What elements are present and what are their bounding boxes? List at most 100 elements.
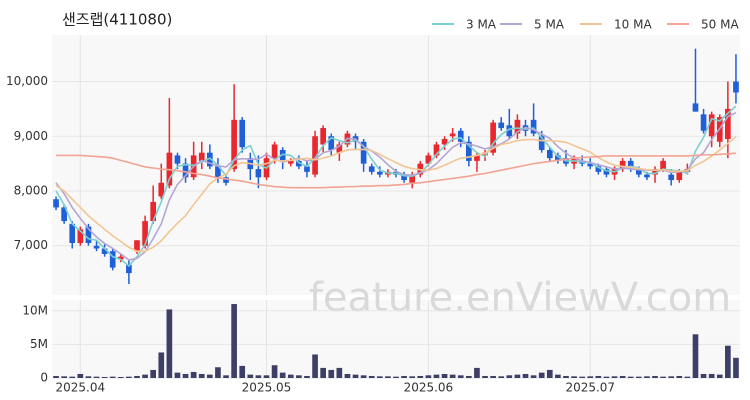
volume-bar: [692, 334, 699, 378]
candle-body: [490, 122, 496, 153]
candle-body: [93, 245, 100, 249]
candle-body: [449, 133, 456, 137]
volume-bar: [482, 375, 488, 378]
volume-bar: [530, 375, 537, 378]
chart-title: 샌즈랩(411080): [62, 11, 172, 29]
volume-bar: [708, 373, 715, 378]
candle-body: [215, 166, 221, 178]
volume-bar: [134, 375, 140, 378]
volume-bar: [271, 365, 278, 378]
volume-bar: [514, 374, 521, 378]
volume-bar: [603, 376, 610, 378]
candle-body: [555, 155, 561, 161]
candle-body: [174, 155, 181, 164]
volume-bar: [417, 375, 424, 378]
volume-bar: [716, 374, 723, 378]
candle-body: [733, 81, 739, 93]
volume-bar: [150, 369, 157, 378]
candle-body: [320, 128, 326, 145]
candle-body: [126, 264, 132, 274]
volume-bar: [401, 375, 407, 378]
volume-bar: [158, 352, 165, 378]
volume-bar: [231, 304, 237, 378]
volume-bar: [393, 376, 399, 378]
volume-bar: [506, 375, 513, 378]
volume-bar: [700, 373, 707, 378]
volume-bar: [77, 373, 84, 378]
volume-bar: [490, 375, 496, 378]
candle-body: [328, 136, 335, 150]
candle-body: [158, 182, 165, 197]
candle-body: [239, 119, 246, 148]
volume-bar: [328, 369, 335, 378]
candle-body: [474, 155, 480, 161]
volume-bar: [433, 374, 440, 378]
volume-bar: [239, 365, 246, 378]
candle-body: [409, 174, 416, 183]
volume-bar: [635, 376, 642, 378]
volume-bar: [182, 373, 189, 378]
volume-bar: [101, 376, 108, 378]
volume-bar: [579, 376, 585, 378]
candle-body: [69, 223, 76, 243]
volume-bar: [61, 376, 67, 378]
volume-bar: [279, 372, 286, 378]
volume-bar: [117, 376, 124, 378]
candle-body: [142, 221, 148, 246]
y-tick-label: 9,000: [14, 129, 48, 143]
volume-bar: [441, 373, 448, 378]
candle-body: [304, 166, 310, 172]
candle-body: [85, 226, 92, 243]
candle-body: [312, 136, 318, 175]
ma-line: [56, 152, 737, 189]
y-tick-label: 7,000: [14, 238, 48, 252]
volume-bar: [368, 375, 375, 378]
candle-body: [538, 136, 545, 150]
candle-body: [530, 119, 537, 134]
volume-bar: [555, 374, 561, 378]
volume-bar: [126, 376, 132, 378]
candle-body: [296, 160, 302, 167]
candle-body: [627, 160, 634, 170]
candle-body: [207, 152, 213, 167]
y-tick-label: 5M: [30, 337, 48, 351]
price-plot-area: [52, 35, 740, 295]
y-tick-label: 10,000: [6, 74, 48, 88]
candle-body: [603, 169, 610, 175]
legend-label: 50 MA: [701, 18, 739, 32]
candle-body: [644, 174, 650, 178]
candle-body: [198, 152, 205, 161]
candle-body: [708, 114, 715, 137]
x-tick-label: 2025.04: [56, 381, 106, 395]
volume-bar: [627, 376, 634, 378]
candle-body: [53, 199, 59, 208]
legend-label: 10 MA: [614, 18, 652, 32]
volume-bar: [538, 372, 545, 378]
candle-body: [134, 240, 140, 252]
x-tick-label: 2025.05: [242, 381, 292, 395]
volume-bar: [733, 357, 739, 378]
volume-bar: [263, 375, 270, 378]
volume-bar: [611, 376, 618, 378]
volume-bar: [207, 374, 213, 378]
volume-bar: [668, 376, 675, 378]
candle-body: [231, 119, 237, 170]
volume-bar: [587, 376, 594, 378]
volume-bar: [247, 374, 254, 378]
ma-line: [55, 136, 737, 253]
volume-bar: [109, 376, 116, 378]
candle-body: [223, 177, 229, 183]
candle-body: [255, 169, 262, 178]
volume-bar: [546, 369, 553, 378]
candle-body: [433, 144, 440, 156]
volume-bar: [385, 376, 391, 378]
candle-body: [360, 141, 367, 164]
volume-bar: [457, 375, 464, 378]
volume-bar: [287, 374, 294, 378]
volume-bar: [174, 372, 181, 378]
volume-bar: [85, 376, 92, 378]
legend-label: 5 MA: [534, 18, 565, 32]
candle-body: [587, 163, 594, 167]
candle-body: [336, 144, 343, 153]
volume-bar: [409, 376, 416, 378]
